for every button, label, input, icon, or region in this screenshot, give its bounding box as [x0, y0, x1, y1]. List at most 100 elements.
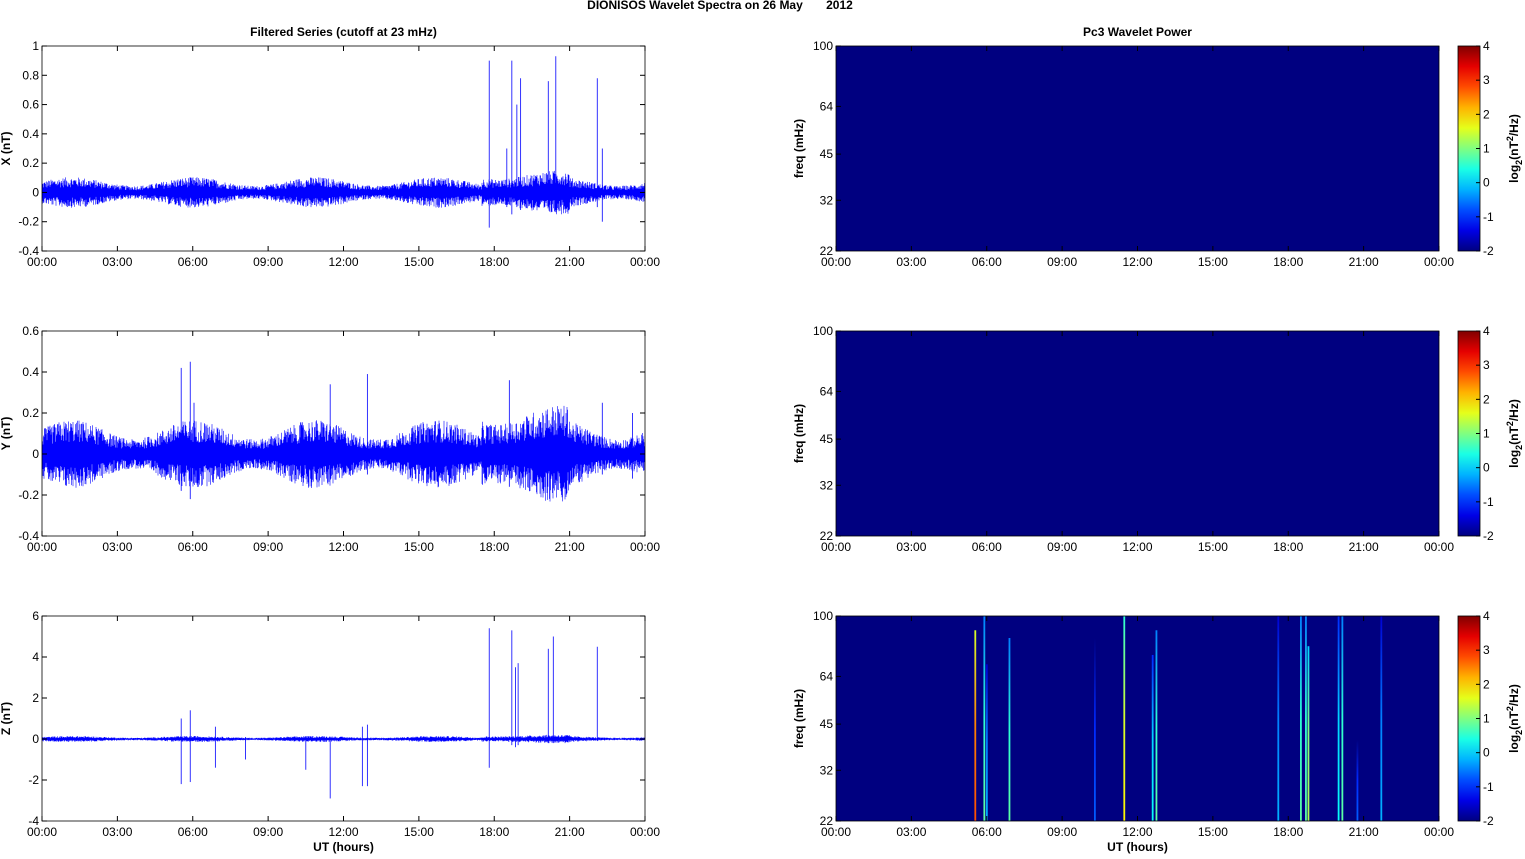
- wavelet-power-y-xtick-label: 18:00: [1273, 540, 1303, 554]
- wavelet-power-z-xtick-label: 09:00: [1047, 825, 1077, 839]
- wavelet-power-y-xtick-label: 12:00: [1122, 540, 1152, 554]
- wavelet-power-z-ytick-label: 64: [820, 669, 834, 683]
- timeseries-y-ytick-label: 0.4: [22, 365, 39, 379]
- timeseries-x-ytick-label: 0.4: [22, 127, 39, 141]
- timeseries-x-xtick-label: 09:00: [253, 255, 283, 269]
- wavelet-power-y-ytick-label: 45: [820, 432, 834, 446]
- timeseries-y-xtick-label: 09:00: [253, 540, 283, 554]
- wavelet-power-x-ytick-label: 45: [820, 147, 834, 161]
- wavelet-power-x-colorbar-tick-label: -1: [1483, 210, 1494, 224]
- wavelet-power-z-xlabel: UT (hours): [1107, 840, 1168, 854]
- wavelet-power-z-streak: [974, 630, 977, 821]
- wavelet-power-z-streak: [1337, 616, 1340, 821]
- timeseries-x-xtick-label: 00:00: [630, 255, 660, 269]
- wavelet-power-z-colorbar-tick-label: 0: [1483, 746, 1490, 760]
- wavelet-power-x-ytick-label: 100: [813, 39, 833, 53]
- timeseries-y-ytick-label: 0.6: [22, 324, 39, 338]
- wavelet-power-y-colorbar-tick-label: -1: [1483, 495, 1494, 509]
- timeseries-x-xtick-label: 12:00: [328, 255, 358, 269]
- wavelet-power-y-ylabel: freq (mHz): [792, 404, 806, 463]
- wavelet-power-y-xtick-label: 00:00: [821, 540, 851, 554]
- timeseries-x-noise: [42, 170, 645, 215]
- wavelet-power-z-colorbar-tick-label: 4: [1483, 609, 1490, 623]
- wavelet-power-x-ytick-label: 32: [820, 193, 834, 207]
- wavelet-power-z-ytick-label: 45: [820, 717, 834, 731]
- timeseries-y-xtick-label: 00:00: [27, 540, 57, 554]
- wavelet-power-z-xtick-label: 18:00: [1273, 825, 1303, 839]
- wavelet-power-x-xtick-label: 21:00: [1349, 255, 1379, 269]
- timeseries-x-xtick-label: 00:00: [27, 255, 57, 269]
- wavelet-power-z-colorbar-tick-label: -2: [1483, 814, 1494, 828]
- wavelet-power-y-colorbar-tick-label: 4: [1483, 324, 1490, 338]
- wavelet-power-z-colorbar-tick-label: -1: [1483, 780, 1494, 794]
- wavelet-power-x-xtick-label: 15:00: [1198, 255, 1228, 269]
- timeseries-z-ytick-label: 6: [32, 609, 39, 623]
- wavelet-power-y-xtick-label: 21:00: [1349, 540, 1379, 554]
- timeseries-y-xtick-label: 03:00: [102, 540, 132, 554]
- wavelet-power-x-ytick-label: 22: [820, 244, 834, 258]
- timeseries-y-ytick-label: 0.2: [22, 406, 39, 420]
- timeseries-x-ytick-label: 1: [32, 39, 39, 53]
- wavelet-power-z-streak: [1300, 616, 1302, 821]
- wavelet-power-z-streak: [1341, 616, 1344, 821]
- wavelet-power-y-colorbar-tick-label: 0: [1483, 461, 1490, 475]
- timeseries-y-xtick-label: 15:00: [404, 540, 434, 554]
- wavelet-power-x-title: Pc3 Wavelet Power: [1083, 25, 1192, 39]
- timeseries-z-axes: [41, 615, 646, 822]
- timeseries-z-ytick-label: -4: [28, 814, 39, 828]
- timeseries-x-xtick-label: 06:00: [178, 255, 208, 269]
- wavelet-power-x-ytick-label: 64: [820, 99, 834, 113]
- wavelet-power-z-heatmap: [836, 616, 1439, 821]
- timeseries-x-axes: [41, 45, 646, 252]
- timeseries-y-xtick-label: 06:00: [178, 540, 208, 554]
- wavelet-power-x-heatmap: [836, 46, 1439, 251]
- wavelet-power-z-colorbar-tick-label: 1: [1483, 712, 1490, 726]
- wavelet-power-z-streak: [1277, 616, 1280, 821]
- wavelet-power-z: 22 32 45 64 100 freq (mHz) -2 -1 0 1 2 3 4 log2(nT2/H…: [792, 609, 1524, 828]
- wavelet-power-z-xtick-label: 00:00: [1424, 825, 1454, 839]
- timeseries-x-xtick-label: 18:00: [479, 255, 509, 269]
- wavelet-power-x-colorbar-tick-label: 2: [1483, 107, 1490, 121]
- wavelet-power-x-xtick-label: 03:00: [896, 255, 926, 269]
- timeseries-z-ytick-label: 0: [32, 732, 39, 746]
- wavelet-power-z-streak: [983, 616, 986, 821]
- timeseries-x-ytick-label: 0.8: [22, 68, 39, 82]
- wavelet-power-y-heatmap: [836, 331, 1439, 536]
- wavelet-power-x-colorbar-tick-label: -2: [1483, 244, 1494, 258]
- timeseries-x-xtick-label: 21:00: [555, 255, 585, 269]
- timeseries-z-ylabel: Z (nT): [0, 702, 13, 735]
- wavelet-power-z-streak: [1380, 616, 1383, 821]
- wavelet-power-y-colorbar-tick-label: 1: [1483, 427, 1490, 441]
- wavelet-power-x-colorbar-tick-label: 1: [1483, 142, 1490, 156]
- timeseries-y-ylabel: Y (nT): [0, 417, 13, 451]
- wavelet-power-z-xtick-label: 21:00: [1349, 825, 1379, 839]
- wavelet-power-y-colorbar-tick-label: 3: [1483, 358, 1490, 372]
- wavelet-power-z-xtick-label: 03:00: [896, 825, 926, 839]
- wavelet-power-z-streak: [985, 664, 988, 821]
- figure-title: DIONISOS Wavelet Spectra on 26 May 2012: [587, 0, 853, 12]
- wavelet-power-z-streak: [1356, 740, 1359, 821]
- wavelet-power-x-xtick-label: 00:00: [821, 255, 851, 269]
- timeseries-x-ytick-label: -0.2: [18, 215, 39, 229]
- wavelet-power-z-xtick-label: 00:00: [821, 825, 851, 839]
- wavelet-power-y-xtick-label: 03:00: [896, 540, 926, 554]
- timeseries-x-ytick-label: 0.2: [22, 156, 39, 170]
- timeseries-z-xlabel: UT (hours): [313, 840, 374, 854]
- timeseries-x: -0.4 -0.2 0 0.2 0.4 0.6 0.8 1 X (nT): [0, 39, 646, 258]
- timeseries-z-xtick-label: 00:00: [27, 825, 57, 839]
- timeseries-y-xtick-label: 00:00: [630, 540, 660, 554]
- wavelet-power-x-xtick-label: 18:00: [1273, 255, 1303, 269]
- wavelet-power-z-streak: [1123, 616, 1126, 821]
- wavelet-power-x-colorbar-tick-label: 4: [1483, 39, 1490, 53]
- wavelet-power-z-ytick-label: 32: [820, 763, 834, 777]
- wavelet-power-y: 22 32 45 64 100 freq (mHz) -2 -1 0 1 2 3 4 log2(nT2/H…: [792, 324, 1524, 543]
- timeseries-z-xtick-label: 00:00: [630, 825, 660, 839]
- wavelet-power-x-xtick-label: 06:00: [972, 255, 1002, 269]
- wavelet-power-y-xtick-label: 09:00: [1047, 540, 1077, 554]
- timeseries-x-xtick-label: 03:00: [102, 255, 132, 269]
- timeseries-y-xtick-label: 21:00: [555, 540, 585, 554]
- wavelet-power-z-ytick-label: 100: [813, 609, 833, 623]
- wavelet-power-y-ytick-label: 64: [820, 384, 834, 398]
- timeseries-z-xtick-label: 12:00: [328, 825, 358, 839]
